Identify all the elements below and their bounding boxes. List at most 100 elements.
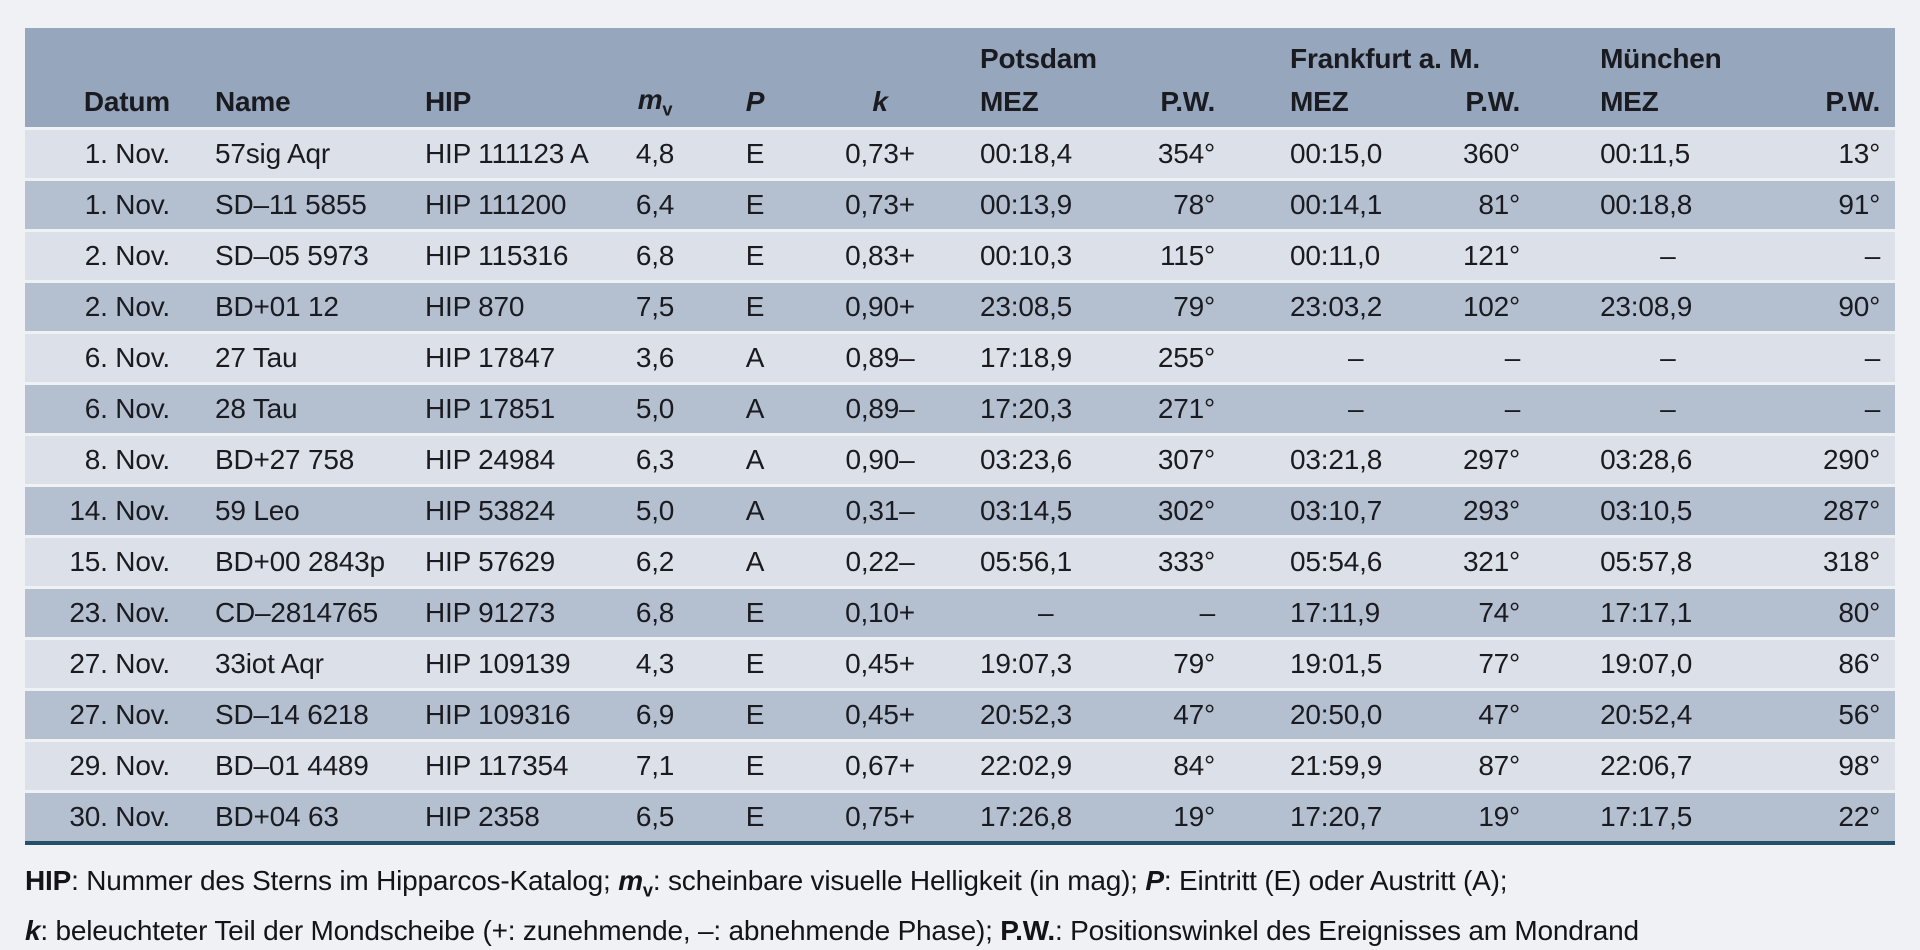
footnote-segment: : scheinbare visuelle Helligkeit (in mag… (652, 865, 1146, 896)
table-row: 29. Nov. BD–01 4489 HIP 117354 7,1 E 0,67+ 22:… (25, 739, 1896, 792)
cell-muenchen-mez: 03:28,6 (1545, 433, 1771, 486)
cell-mv: 6,3 (610, 433, 700, 486)
cell-frankfurt-pw: 121° (1425, 229, 1546, 282)
cell-potsdam-pw: 78° (1110, 178, 1241, 231)
footnote-segment: P.W. (1000, 914, 1055, 946)
cell-frankfurt-pw: – (1425, 331, 1546, 384)
cell-name: 57sig Aqr (190, 127, 420, 180)
table-row: 23. Nov. CD–2814765 HIP 91273 6,8 E 0,10+ – –17… (25, 586, 1896, 639)
cell-name: BD+27 758 (190, 433, 420, 486)
cell-potsdam-pw: 47° (1110, 688, 1241, 741)
col-k: k (810, 77, 951, 129)
cell-potsdam-pw: 19° (1110, 790, 1241, 843)
footnote-line-2: k: beleuchteter Teil der Mondscheibe (+:… (25, 911, 1920, 950)
cell-frankfurt-pw: 102° (1425, 280, 1546, 333)
cell-mv: 6,2 (610, 535, 700, 588)
cell-p: E (700, 280, 810, 333)
cell-muenchen-mez: 23:08,9 (1545, 280, 1771, 333)
cell-frankfurt-pw: 74° (1425, 586, 1546, 639)
cell-k: 0,45+ (810, 637, 951, 690)
cell-frankfurt-pw: 19° (1425, 790, 1546, 843)
cell-name: 27 Tau (190, 331, 420, 384)
cell-name: 28 Tau (190, 382, 420, 435)
cell-potsdam-pw: 79° (1110, 637, 1241, 690)
group-potsdam: Potsdam (950, 28, 1241, 77)
cell-mv: 7,5 (610, 280, 700, 333)
cell-frankfurt-mez: 03:21,8 (1240, 433, 1426, 486)
cell-datum: 2. Nov. (25, 280, 190, 333)
cell-muenchen-pw: 80° (1770, 586, 1896, 639)
cell-mv: 6,4 (610, 178, 700, 231)
col-frankfurt-pw: P.W. (1425, 77, 1546, 129)
cell-frankfurt-mez: 20:50,0 (1240, 688, 1426, 741)
cell-mv: 3,6 (610, 331, 700, 384)
footnote-segment: HIP (25, 865, 72, 896)
table-row: 1. Nov. SD–11 5855 HIP 111200 6,4 E 0,73+ 00:1… (25, 178, 1896, 231)
cell-potsdam-mez: 23:08,5 (950, 280, 1111, 333)
cell-potsdam-pw: 333° (1110, 535, 1241, 588)
cell-p: A (700, 484, 810, 537)
city-group-row: Potsdam Frankfurt a. M. München (25, 28, 1896, 77)
cell-muenchen-mez: 19:07,0 (1545, 637, 1771, 690)
col-datum: Datum (25, 77, 190, 129)
col-potsdam-pw: P.W. (1110, 77, 1241, 129)
cell-mv: 4,3 (610, 637, 700, 690)
col-muenchen-pw: P.W. (1770, 77, 1896, 129)
cell-hip: HIP 91273 (420, 586, 610, 639)
cell-muenchen-mez: – (1545, 229, 1771, 282)
cell-muenchen-mez: 17:17,1 (1545, 586, 1771, 639)
cell-name: BD–01 4489 (190, 739, 420, 792)
col-name: Name (190, 77, 420, 129)
footnote-segment: m (618, 865, 643, 896)
cell-potsdam-mez: 20:52,3 (950, 688, 1111, 741)
cell-frankfurt-mez: 03:10,7 (1240, 484, 1426, 537)
mv-subscript: v (662, 99, 673, 120)
col-hip: HIP (420, 77, 610, 129)
group-muenchen: München (1545, 28, 1896, 77)
cell-k: 0,83+ (810, 229, 951, 282)
cell-potsdam-pw: 354° (1110, 127, 1241, 180)
cell-name: BD+04 63 (190, 790, 420, 843)
table-row: 30. Nov. BD+04 63 HIP 2358 6,5 E 0,75+ 17:26,8… (25, 790, 1896, 843)
footnote-line-1: HIP: Nummer des Sterns im Hipparcos-Kata… (25, 861, 1920, 911)
cell-k: 0,10+ (810, 586, 951, 639)
cell-p: E (700, 739, 810, 792)
cell-name: BD+00 2843p (190, 535, 420, 588)
cell-p: E (700, 637, 810, 690)
cell-mv: 6,9 (610, 688, 700, 741)
table-row: 27. Nov. SD–14 6218 HIP 109316 6,9 E 0,45+ 20:… (25, 688, 1896, 741)
cell-frankfurt-pw: 297° (1425, 433, 1546, 486)
cell-hip: HIP 115316 (420, 229, 610, 282)
cell-name: 33iot Aqr (190, 637, 420, 690)
cell-mv: 7,1 (610, 739, 700, 792)
table-row: 2. Nov. BD+01 12 HIP 870 7,5 E 0,90+ 23:08,5 79… (25, 280, 1896, 333)
table-row: 2. Nov. SD–05 5973 HIP 115316 6,8 E 0,83+ 00:1… (25, 229, 1896, 282)
table-row: 15. Nov. BD+00 2843p HIP 57629 6,2 A 0,22– 05:… (25, 535, 1896, 588)
cell-k: 0,45+ (810, 688, 951, 741)
cell-name: SD–14 6218 (190, 688, 420, 741)
cell-potsdam-pw: 84° (1110, 739, 1241, 792)
cell-potsdam-mez: 17:20,3 (950, 382, 1111, 435)
cell-datum: 1. Nov. (25, 178, 190, 231)
cell-p: E (700, 229, 810, 282)
cell-frankfurt-mez: – (1240, 331, 1426, 384)
cell-hip: HIP 17851 (420, 382, 610, 435)
cell-p: A (700, 382, 810, 435)
cell-datum: 27. Nov. (25, 688, 190, 741)
cell-muenchen-pw: 287° (1770, 484, 1896, 537)
cell-hip: HIP 870 (420, 280, 610, 333)
table-row: 8. Nov. BD+27 758 HIP 24984 6,3 A 0,90– 03:23,… (25, 433, 1896, 486)
cell-potsdam-mez: 17:18,9 (950, 331, 1111, 384)
cell-frankfurt-mez: 00:11,0 (1240, 229, 1426, 282)
cell-muenchen-pw: – (1770, 229, 1896, 282)
footnote-segment: : beleuchteter Teil der Mondscheibe (+: … (40, 914, 1001, 946)
table-row: 27. Nov. 33iot Aqr HIP 109139 4,3 E 0,45+ 19:0… (25, 637, 1896, 690)
cell-potsdam-pw: – (1110, 586, 1241, 639)
cell-muenchen-pw: – (1770, 331, 1896, 384)
table-row: 14. Nov. 59 Leo HIP 53824 5,0 A 0,31– 03:14,5 3… (25, 484, 1896, 537)
cell-mv: 5,0 (610, 484, 700, 537)
footnote-segment: : Positionswinkel des Ereignisses am Mon… (1054, 914, 1639, 946)
footnote: HIP: Nummer des Sterns im Hipparcos-Kata… (25, 861, 1920, 950)
cell-frankfurt-pw: 321° (1425, 535, 1546, 588)
cell-potsdam-mez: 19:07,3 (950, 637, 1111, 690)
